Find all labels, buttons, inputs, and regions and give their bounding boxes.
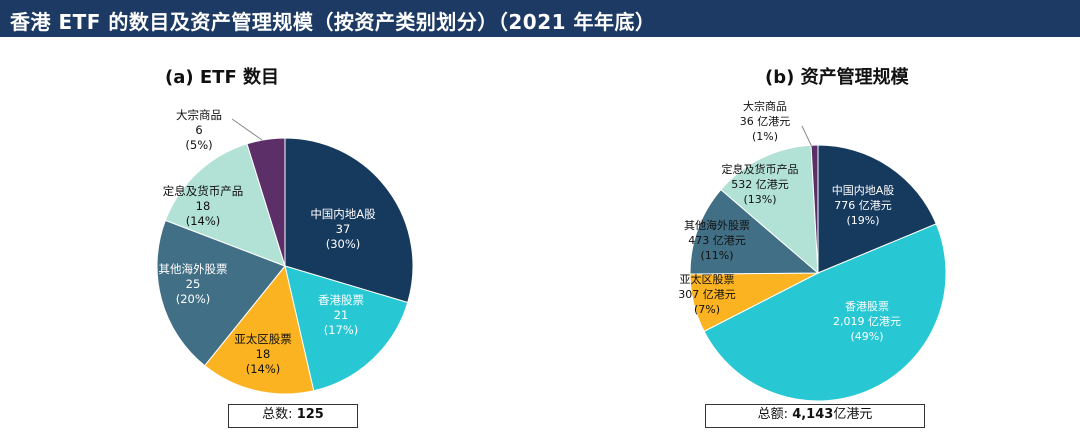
pie-slice-overseas-equity xyxy=(689,188,820,275)
value-label: 307 亿港元 xyxy=(678,288,736,301)
page-title: 香港 ETF 的数目及资产管理规模（按资产类别划分）（2021 年年底） xyxy=(10,10,656,34)
aum-chart: (b) 资产管理规模 中国内地A股 776 亿港元 (19%) 香港股票 2,019 亿… xyxy=(540,37,1080,441)
percent-label: (7%) xyxy=(694,303,720,316)
leader-line xyxy=(801,125,813,148)
percent-label: (11%) xyxy=(700,249,733,262)
percent-label: (20%) xyxy=(176,292,211,306)
pie-slice-hk-equity xyxy=(703,223,947,402)
leader-line xyxy=(231,118,263,141)
pie-slice-fixed-income xyxy=(720,144,819,275)
value-label: 473 亿港元 xyxy=(688,234,746,247)
total-value: 125 xyxy=(296,407,324,422)
category-label: 定息及货币产品 xyxy=(163,184,244,198)
percent-label: (13%) xyxy=(743,193,776,206)
pie-slice-a-shares xyxy=(817,144,937,274)
percent-label: (1%) xyxy=(752,130,778,143)
aum-pie: 中国内地A股 776 亿港元 (19%) 香港股票 2,019 亿港元 (49%) 亚太区股… xyxy=(678,99,947,402)
slice-label-overseas-equity: 其他海外股票 473 亿港元 (11%) xyxy=(684,218,750,262)
category-label: 香港股票 xyxy=(845,300,889,313)
value-label: 6 xyxy=(195,123,202,137)
value-label: 18 xyxy=(196,199,211,213)
category-label: 中国内地A股 xyxy=(832,183,895,197)
value-label: 18 xyxy=(256,347,271,361)
etf-count-pie: 中国内地A股37(30%)香港股票21(17%)亚太区股票18(14%)其他海外… xyxy=(156,108,414,395)
total-label: 总数: xyxy=(262,407,293,422)
value-label: 21 xyxy=(334,308,349,322)
total-label: 总额: xyxy=(757,407,789,422)
slice-label-hk-equity: 香港股票 2,019 亿港元 (49%) xyxy=(833,300,901,343)
category-label: 亚太区股票 xyxy=(680,273,735,286)
slice-label-commodities: 大宗商品 36 亿港元 (1%) xyxy=(740,99,791,143)
slice-label-apac-equity: 亚太区股票 307 亿港元 (7%) xyxy=(678,273,736,316)
title-bar: 香港 ETF 的数目及资产管理规模（按资产类别划分）（2021 年年底） xyxy=(0,0,1080,37)
pie-slice-apac-equity xyxy=(203,264,315,395)
percent-label: (49%) xyxy=(850,330,883,343)
total-value: 4,143 xyxy=(792,407,834,422)
value-label: 37 xyxy=(336,222,351,236)
category-label: 其他海外股票 xyxy=(684,218,750,232)
percent-label: (17%) xyxy=(324,323,359,337)
percent-label: (30%) xyxy=(326,237,361,251)
percent-label: (14%) xyxy=(186,214,221,228)
category-label: 其他海外股票 xyxy=(159,262,228,276)
category-label: 大宗商品 xyxy=(743,99,787,113)
percent-label: (14%) xyxy=(246,362,281,376)
slice-label-fixed-income: 定息及货币产品 532 亿港元 (13%) xyxy=(722,162,799,206)
category-label: 大宗商品 xyxy=(176,108,222,122)
value-label: 36 亿港元 xyxy=(740,115,791,128)
category-label: 定息及货币产品 xyxy=(722,162,799,176)
total-unit: 亿港元 xyxy=(833,407,873,422)
etf-count-chart: (a) ETF 数目 中国内地A股 37 (30%) 香港股票 21 (17%) 亚太区股票… xyxy=(0,37,540,441)
pie-slice-a-shares xyxy=(284,137,414,304)
chart-a-total: 总数: 125 xyxy=(228,404,358,428)
category-label: 亚太区股票 xyxy=(234,332,292,346)
pie-slice-overseas-equity xyxy=(156,219,286,367)
value-label: 25 xyxy=(186,277,201,291)
chart-b-title: (b) 资产管理规模 xyxy=(765,67,909,88)
percent-label: (19%) xyxy=(846,214,879,227)
percent-label: (5%) xyxy=(185,138,212,152)
value-label: 2,019 亿港元 xyxy=(833,315,901,328)
slice-label-a-shares: 中国内地A股 776 亿港元 (19%) xyxy=(832,183,895,227)
pie-slice-hk-equity xyxy=(284,265,409,392)
value-label: 776 亿港元 xyxy=(834,199,892,212)
chart-a-title: (a) ETF 数目 xyxy=(165,67,280,88)
value-label: 532 亿港元 xyxy=(731,178,789,191)
category-label: 中国内地A股 xyxy=(310,207,376,221)
category-label: 香港股票 xyxy=(318,293,364,307)
pie-slice-fixed-income xyxy=(164,143,286,267)
chart-b-total: 总额: 4,143亿港元 xyxy=(705,404,925,428)
pie-slice-commodities xyxy=(246,137,286,267)
